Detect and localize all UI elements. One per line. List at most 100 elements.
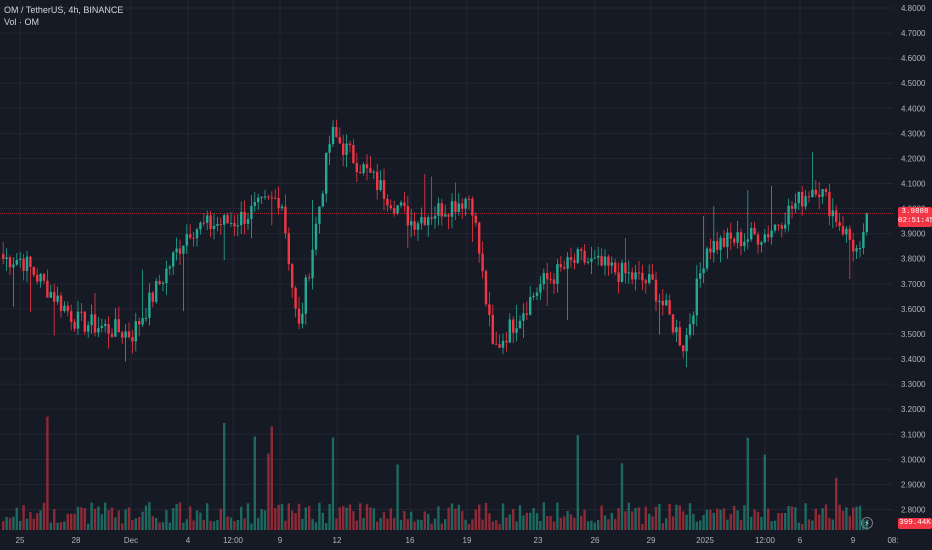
volume-bar <box>219 508 222 530</box>
price-tick-label: 3.5000 <box>901 330 926 339</box>
time-tick-label: 16 <box>406 536 415 545</box>
candle-body <box>25 256 29 271</box>
candle-body <box>756 234 760 245</box>
candle-body <box>331 126 335 145</box>
volume-bar <box>114 517 117 530</box>
candle-body <box>716 241 719 250</box>
bar-countdown: 02:51:45 <box>898 217 932 226</box>
candle-body <box>114 319 117 337</box>
candle-body <box>342 143 345 155</box>
volume-bar <box>780 512 783 530</box>
candle-body <box>733 238 736 243</box>
volume-bar <box>801 523 804 530</box>
candle-body <box>835 210 838 222</box>
volume-bar <box>454 508 457 530</box>
candle-body <box>321 193 324 207</box>
candle-body <box>552 279 556 284</box>
candle-body <box>42 274 46 281</box>
price-tick-label: 4.7000 <box>901 29 926 38</box>
volume-bar <box>641 523 644 530</box>
volume-bar <box>811 520 814 530</box>
volume-bar <box>355 520 358 530</box>
candle-body <box>821 189 824 197</box>
candle-body <box>634 272 637 280</box>
candle-body <box>457 203 460 212</box>
volume-bar <box>287 503 290 530</box>
candle-body <box>36 274 39 282</box>
volume-bar <box>828 518 831 530</box>
volume-bar <box>253 436 256 530</box>
volume-bar <box>121 523 124 530</box>
candle-body <box>430 217 433 219</box>
symbol-title[interactable]: OM / TetherUS, 4h, BINANCE <box>4 5 124 15</box>
volume-bar <box>729 513 732 530</box>
volume-legend[interactable]: Vol · OM <box>4 17 40 27</box>
candle-body <box>474 215 477 223</box>
volume-bar <box>416 519 420 530</box>
volume-bar <box>240 506 243 530</box>
candle-body <box>83 311 86 332</box>
candle-body <box>413 221 416 230</box>
candle-body <box>590 258 593 262</box>
volume-bar <box>631 511 634 530</box>
candle-body <box>444 214 447 217</box>
price-tick-label: 3.2000 <box>901 405 926 414</box>
candle-body <box>226 215 229 224</box>
lightning-icon[interactable]: ⚡ <box>861 517 873 529</box>
volume-bar <box>2 521 5 530</box>
candle-body <box>56 295 59 302</box>
candle-body <box>216 224 219 226</box>
volume-bar <box>19 520 22 530</box>
candle-body <box>705 248 709 269</box>
volume-bar <box>216 519 219 530</box>
candle-body <box>597 255 600 258</box>
volume-bar <box>488 513 491 530</box>
candle-body <box>777 224 780 226</box>
volume-bar <box>46 416 49 530</box>
volume-bar <box>209 520 212 530</box>
volume-bar <box>705 509 709 530</box>
candle-body <box>76 311 80 329</box>
volume-bar <box>359 503 362 530</box>
candle-body <box>512 319 515 333</box>
candle-body <box>365 164 369 169</box>
volume-bar <box>501 503 505 530</box>
volume-tag: 399.44K <box>898 518 932 529</box>
volume-bar <box>437 506 440 530</box>
volume-bar <box>580 515 583 530</box>
price-tick-label: 3.4000 <box>901 355 926 364</box>
candle-body <box>66 305 69 312</box>
volume-bar <box>134 518 137 530</box>
candle-body <box>168 266 171 269</box>
candle-body <box>661 300 664 306</box>
volume-bar <box>25 518 29 530</box>
time-tick-label: 6 <box>798 536 803 545</box>
candle-body <box>403 202 406 206</box>
candle-body <box>423 217 426 226</box>
candle-body <box>807 196 811 198</box>
candle-body <box>19 258 22 261</box>
candle-body <box>651 274 654 280</box>
volume-bar <box>624 511 627 530</box>
volume-bar <box>535 513 539 530</box>
candle-body <box>427 217 430 226</box>
volume-bar <box>750 516 753 530</box>
volume-bar <box>202 520 205 530</box>
candle-body <box>556 264 559 284</box>
volume-bar <box>365 504 369 530</box>
candle-body <box>546 272 549 280</box>
price-axis[interactable]: 4.8000 4.7000 4.6000 4.5000 4.4000 4.3000 4.20… <box>901 4 926 514</box>
candle-body <box>845 228 848 235</box>
volume-bar <box>546 516 549 530</box>
time-axis[interactable]: 25 28 Dec 4 12:00 9 12 16 19 23 26 29 2025 12:00 6 9 08: <box>16 536 899 545</box>
candle-body <box>685 334 688 352</box>
candle-body <box>848 228 851 240</box>
candle-body <box>773 224 777 231</box>
time-tick-label: 4 <box>186 536 191 545</box>
volume-bar <box>22 504 25 530</box>
volume-bar <box>87 523 90 530</box>
candle-body <box>824 189 828 192</box>
volume-bar <box>53 509 56 530</box>
